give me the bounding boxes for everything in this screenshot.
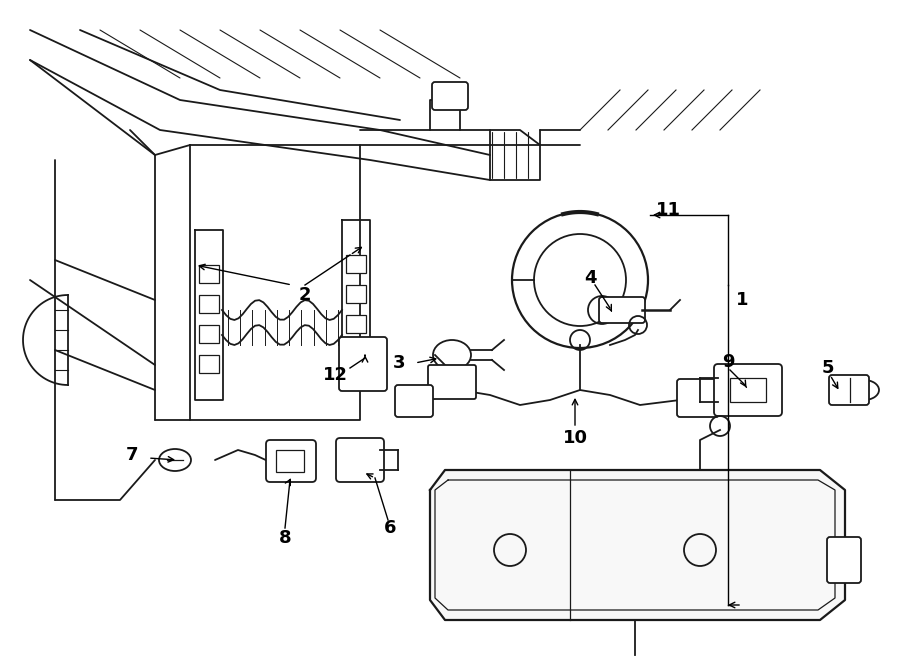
Bar	[346, 255, 366, 273]
Text: 2: 2	[299, 286, 311, 304]
Text: 9: 9	[722, 353, 734, 371]
Bar	[346, 285, 366, 303]
Text: 12: 12	[323, 366, 348, 384]
Text: 1: 1	[736, 291, 748, 309]
FancyBboxPatch shape	[677, 379, 719, 417]
FancyBboxPatch shape	[432, 82, 468, 110]
Bar	[199, 355, 219, 373]
Text: 3: 3	[392, 354, 405, 372]
FancyBboxPatch shape	[336, 438, 384, 482]
Bar	[199, 325, 219, 343]
Bar	[276, 450, 304, 472]
Bar	[199, 295, 219, 313]
Text: 10: 10	[562, 429, 588, 447]
FancyBboxPatch shape	[599, 297, 645, 323]
Bar	[346, 345, 366, 363]
Text: 7: 7	[125, 446, 138, 464]
Polygon shape	[430, 470, 845, 620]
FancyBboxPatch shape	[829, 375, 869, 405]
FancyBboxPatch shape	[395, 385, 433, 417]
Bar	[199, 265, 219, 283]
Text: 6: 6	[383, 519, 396, 537]
FancyBboxPatch shape	[714, 364, 782, 416]
FancyBboxPatch shape	[428, 365, 476, 399]
Text: 8: 8	[279, 529, 292, 547]
Bar	[346, 315, 366, 333]
Text: 4: 4	[584, 269, 596, 287]
FancyBboxPatch shape	[827, 537, 861, 583]
FancyBboxPatch shape	[266, 440, 316, 482]
Text: 11: 11	[655, 201, 680, 219]
Bar	[730, 378, 766, 402]
FancyBboxPatch shape	[339, 337, 387, 391]
Text: 5: 5	[822, 359, 834, 377]
